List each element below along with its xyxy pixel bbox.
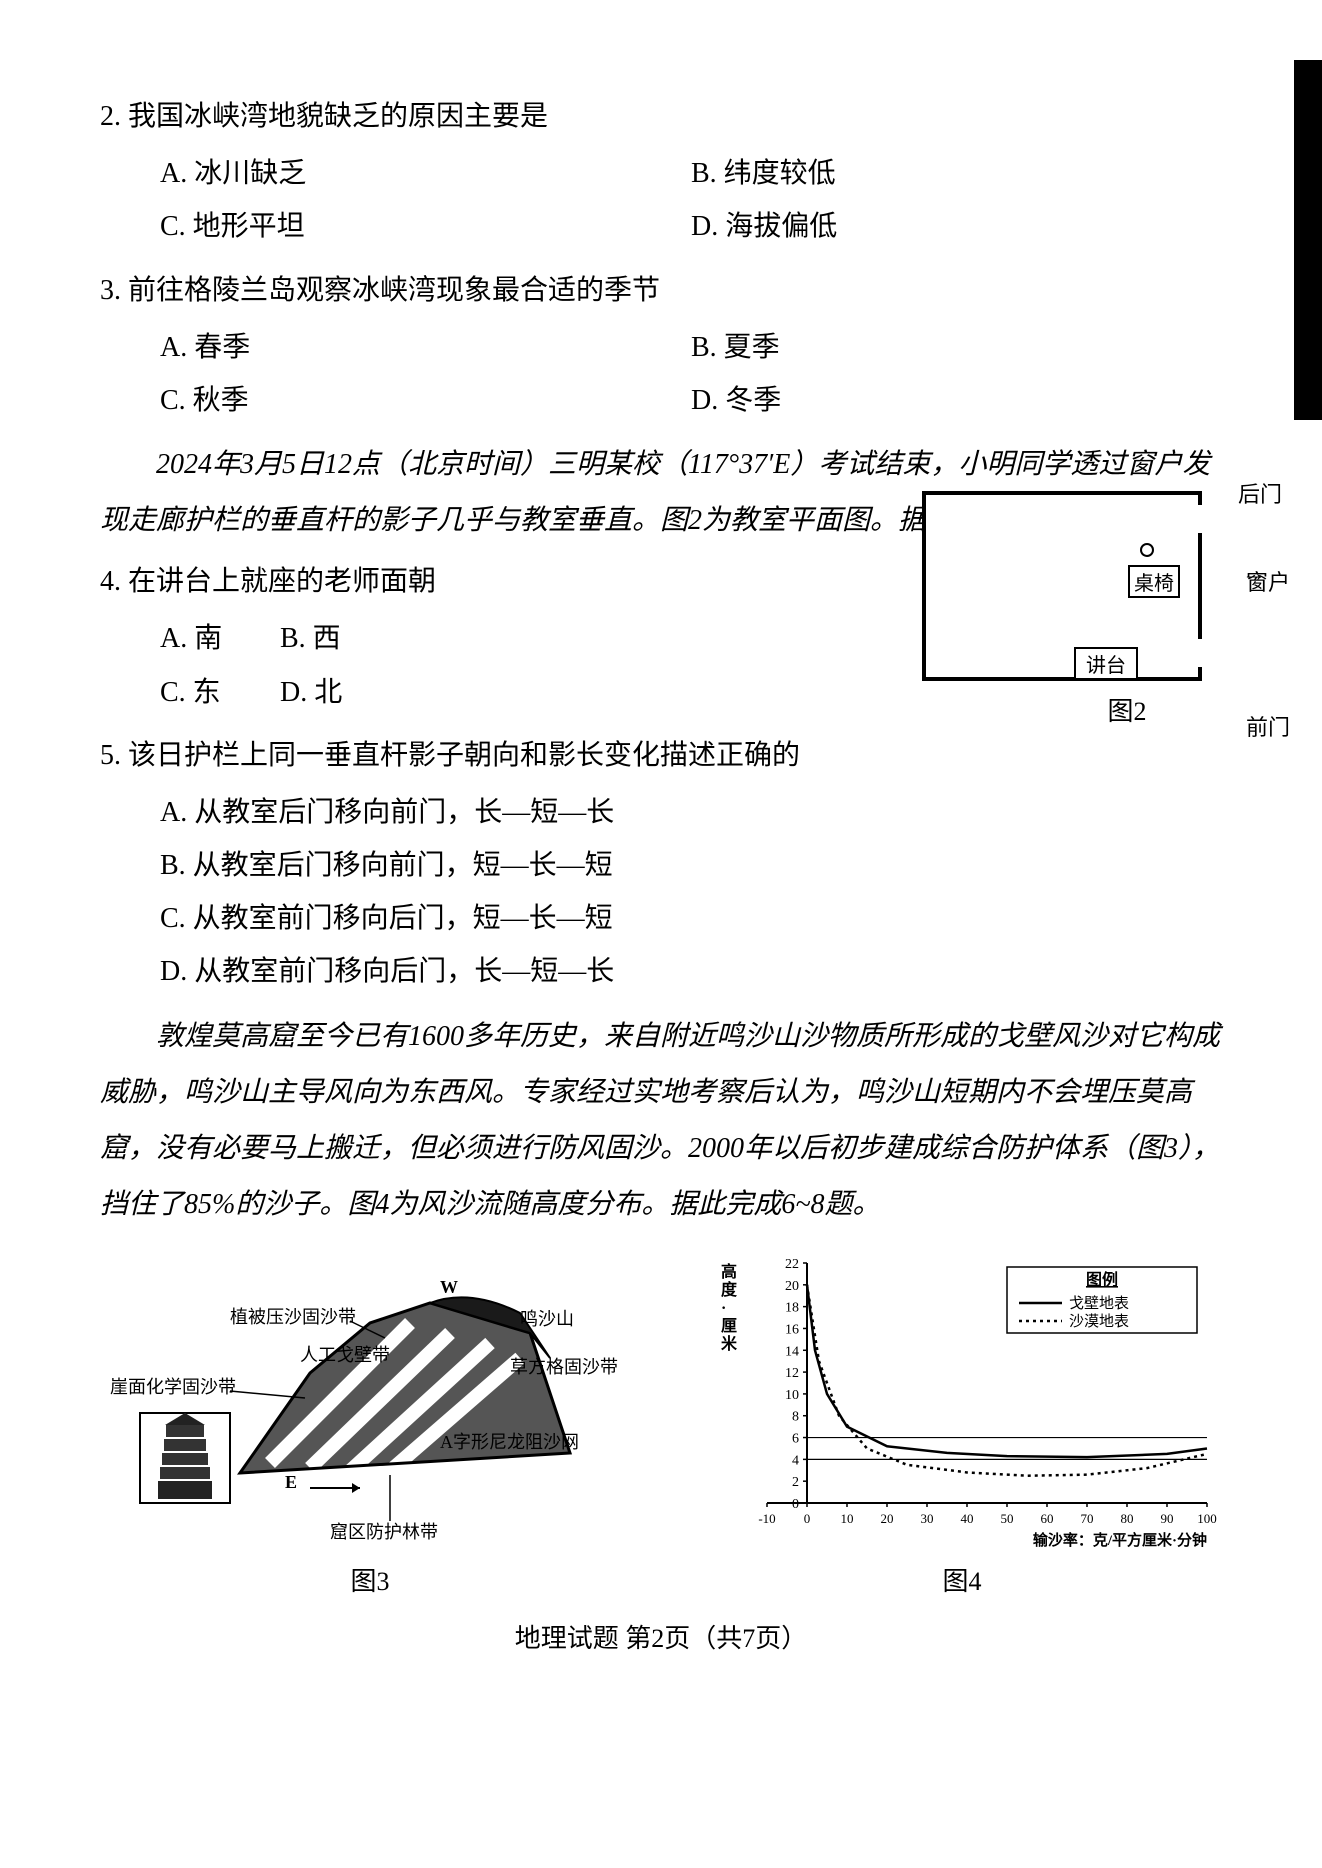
svg-text:16: 16	[785, 1322, 799, 1337]
fig2-front-door-label: 前门	[1246, 710, 1290, 742]
q3-option-b: B. 夏季	[691, 321, 1222, 374]
q3-option-a: A. 春季	[160, 321, 691, 374]
fig2-classroom-box: 桌椅 讲台	[922, 491, 1202, 681]
fig2-window-label: 窗户	[1246, 565, 1290, 597]
page-footer: 地理试题 第2页（共7页）	[100, 1618, 1222, 1655]
fig3-pagoda-icon	[140, 1413, 230, 1503]
figure-4-wrap: 0 2 4 6 8 10 12 14 16 18 20 22 -10 0 10 20 30 40 50 60 70 80 9…	[702, 1253, 1222, 1598]
figure-4-chart: 0 2 4 6 8 10 12 14 16 18 20 22 -10 0 10 20 30 40 50 60 70 80 9…	[707, 1253, 1217, 1553]
svg-text:90: 90	[1161, 1511, 1174, 1526]
q5-stem: 5. 该日护栏上同一垂直杆影子朝向和影长变化描述正确的	[100, 729, 1222, 782]
q2-option-a: A. 冰川缺乏	[160, 147, 691, 200]
svg-text:40: 40	[961, 1511, 974, 1526]
svg-text:22: 22	[785, 1257, 799, 1272]
fig3-e-label: E	[285, 1472, 297, 1492]
fig2-desk-label: 桌椅	[1128, 565, 1180, 598]
fig3-plant-belt-label: 植被压沙固沙带	[230, 1307, 356, 1327]
q4-options-row2: C. 东 D. 北	[100, 666, 640, 719]
question-2: 2. 我国冰峡湾地貌缺乏的原因主要是 A. 冰川缺乏 B. 纬度较低 C. 地形…	[100, 90, 1222, 254]
svg-text:高: 高	[721, 1262, 737, 1281]
q3-option-d: D. 冬季	[691, 374, 1222, 427]
q4-option-b: B. 西	[280, 612, 400, 665]
q3-options-row1: A. 春季 B. 夏季	[100, 321, 1222, 374]
svg-text:70: 70	[1081, 1511, 1094, 1526]
svg-text:图例: 图例	[1086, 1270, 1118, 1289]
svg-text:10: 10	[841, 1511, 854, 1526]
fig3-mingsha-label: 鸣沙山	[520, 1309, 574, 1329]
q5-option-b: B. 从教室后门移向前门，短—长—短	[100, 839, 1222, 892]
q2-option-b: B. 纬度较低	[691, 147, 1222, 200]
svg-text:60: 60	[1041, 1511, 1054, 1526]
fig3-w-label: W	[440, 1277, 458, 1297]
svg-text:20: 20	[785, 1278, 799, 1293]
svg-text:度: 度	[721, 1280, 738, 1299]
q5-option-a: A. 从教室后门移向前门，长—短—长	[100, 786, 1222, 839]
fig3-chem-belt-label: 崖面化学固沙带	[110, 1377, 236, 1397]
svg-text:米: 米	[721, 1334, 738, 1353]
fig4-caption: 图4	[702, 1561, 1222, 1598]
q4-option-d: D. 北	[280, 666, 400, 719]
svg-text:8: 8	[792, 1409, 799, 1424]
fig2-caption: 图2	[1012, 691, 1242, 728]
fig2-podium-label: 讲台	[1074, 647, 1138, 680]
q3-options-row2: C. 秋季 D. 冬季	[100, 374, 1222, 427]
svg-text:10: 10	[785, 1388, 799, 1403]
svg-text:30: 30	[921, 1511, 934, 1526]
q4-options-row1: A. 南 B. 西	[100, 612, 640, 665]
figures-row: W 鸣沙山 草方格固沙带 植被压沙固沙带 人工戈壁带 崖面化学固沙带 A字形尼龙…	[100, 1253, 1222, 1598]
q5-option-d: D. 从教室前门移向后门，长—短—长	[100, 945, 1222, 998]
svg-text:输沙率：克/平方厘米·分钟: 输沙率：克/平方厘米·分钟	[1033, 1531, 1207, 1549]
svg-text:2: 2	[792, 1475, 799, 1490]
question-3: 3. 前往格陵兰岛观察冰峡湾现象最合适的季节 A. 春季 B. 夏季 C. 秋季…	[100, 264, 1222, 428]
svg-text:6: 6	[792, 1431, 799, 1446]
svg-text:厘: 厘	[721, 1317, 737, 1335]
svg-text:20: 20	[881, 1511, 894, 1526]
svg-text:100: 100	[1197, 1511, 1217, 1526]
svg-text:50: 50	[1001, 1511, 1014, 1526]
q5-options: A. 从教室后门移向前门，长—短—长 B. 从教室后门移向前门，短—长—短 C.…	[100, 786, 1222, 999]
svg-text:-10: -10	[758, 1511, 775, 1526]
fig2-door-gap-front	[1194, 639, 1202, 667]
fig2-desk-marker-icon	[1140, 543, 1154, 557]
fig3-caption: 图3	[100, 1561, 640, 1598]
q2-option-c: C. 地形平坦	[160, 200, 691, 253]
figure-3-svg: W 鸣沙山 草方格固沙带 植被压沙固沙带 人工戈壁带 崖面化学固沙带 A字形尼龙…	[110, 1263, 630, 1553]
svg-text:戈壁地表: 戈壁地表	[1069, 1295, 1129, 1312]
svg-text:12: 12	[785, 1366, 799, 1381]
fig3-grass-grid-label: 草方格固沙带	[510, 1357, 618, 1377]
svg-text:18: 18	[785, 1300, 799, 1315]
q2-options-row2: C. 地形平坦 D. 海拔偏低	[100, 200, 1222, 253]
q4-option-c: C. 东	[160, 666, 280, 719]
svg-text:4: 4	[792, 1453, 799, 1468]
q4-option-a: A. 南	[160, 612, 280, 665]
q2-options-row1: A. 冰川缺乏 B. 纬度较低	[100, 147, 1222, 200]
q2-stem: 2. 我国冰峡湾地貌缺乏的原因主要是	[100, 90, 1222, 143]
svg-text:80: 80	[1121, 1511, 1134, 1526]
svg-text:14: 14	[785, 1344, 799, 1359]
svg-text:沙漠地表: 沙漠地表	[1069, 1313, 1129, 1330]
passage-2: 敦煌莫高窟至今已有1600多年历史，来自附近鸣沙山沙物质所形成的戈壁风沙对它构成…	[100, 1009, 1222, 1233]
q2-option-d: D. 海拔偏低	[691, 200, 1222, 253]
svg-text:0: 0	[792, 1497, 799, 1512]
fig3-nylon-net-label: A字形尼龙阻沙网	[440, 1432, 579, 1452]
page-edge-mark	[1294, 60, 1322, 420]
fig2-back-door-label: 后门	[1238, 477, 1282, 509]
q3-option-c: C. 秋季	[160, 374, 691, 427]
q5-option-c: C. 从教室前门移向后门，短—长—短	[100, 892, 1222, 945]
question-5: 5. 该日护栏上同一垂直杆影子朝向和影长变化描述正确的 A. 从教室后门移向前门…	[100, 729, 1222, 999]
fig2-door-gap-back	[1194, 505, 1202, 533]
q3-stem: 3. 前往格陵兰岛观察冰峡湾现象最合适的季节	[100, 264, 1222, 317]
q4-and-fig2-wrap: 桌椅 讲台 后门 → 窗户 前门 图2 4. 在讲台上就座的老师面朝 A. 南 …	[100, 555, 1222, 999]
svg-text:·: ·	[721, 1300, 726, 1317]
fig3-forest-belt-label: 窟区防护林带	[330, 1522, 438, 1542]
fig3-gobi-belt-label: 人工戈壁带	[300, 1345, 390, 1365]
figure-3-wrap: W 鸣沙山 草方格固沙带 植被压沙固沙带 人工戈壁带 崖面化学固沙带 A字形尼龙…	[100, 1263, 640, 1598]
figure-2: 桌椅 讲台 后门 → 窗户 前门 图2	[922, 491, 1242, 728]
svg-text:0: 0	[804, 1511, 811, 1526]
